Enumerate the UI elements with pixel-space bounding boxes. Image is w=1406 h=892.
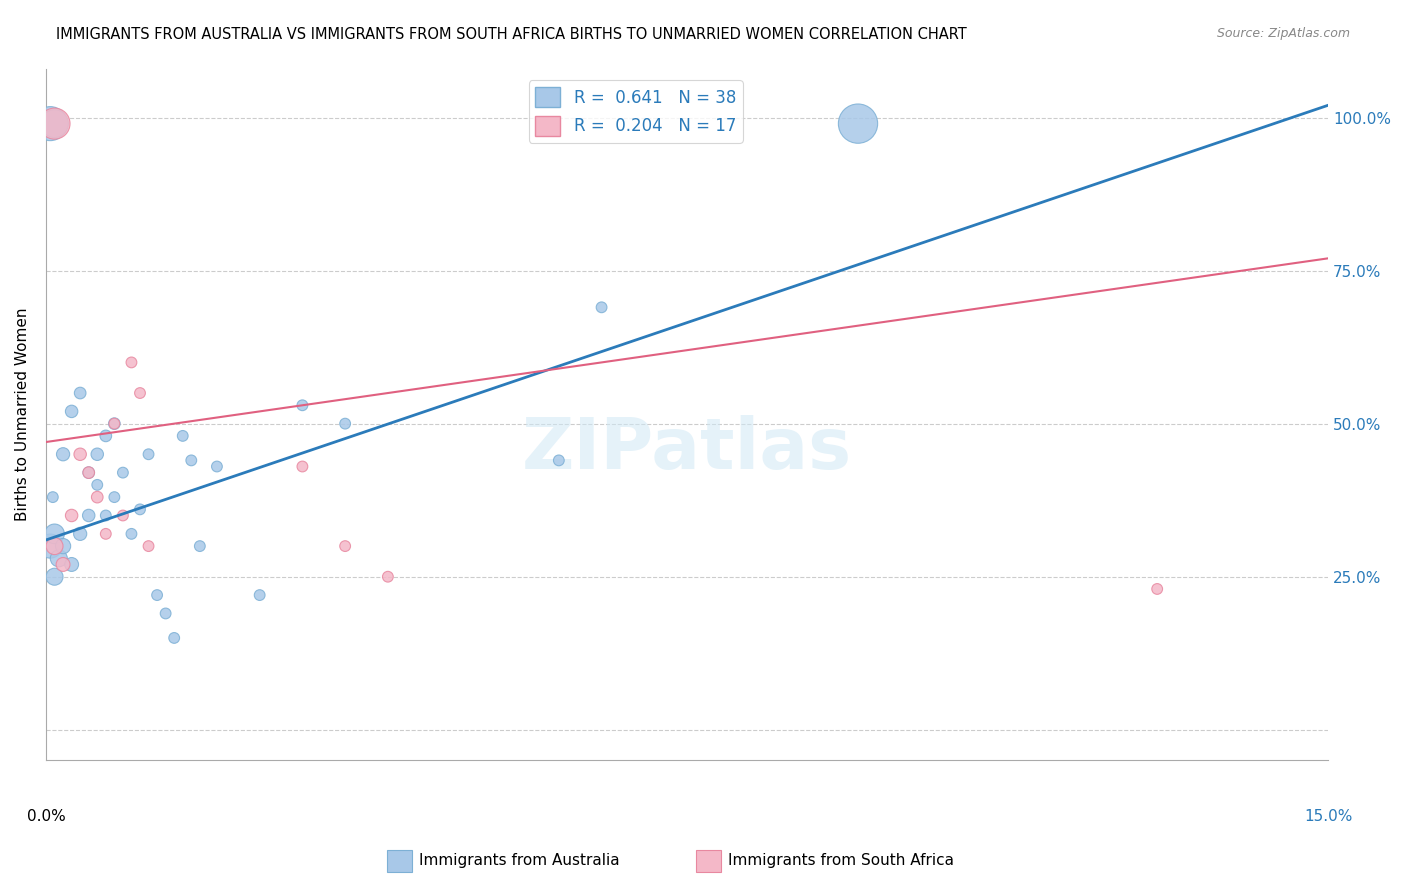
Point <box>44 117 66 131</box>
Point <box>44 117 66 131</box>
Point <box>94 508 117 523</box>
Text: 15.0%: 15.0% <box>1303 809 1353 824</box>
Point <box>44 526 66 541</box>
Point <box>172 429 194 443</box>
Point <box>111 508 134 523</box>
Point <box>77 466 100 480</box>
Text: Immigrants from Australia: Immigrants from Australia <box>419 854 620 868</box>
Point <box>205 459 228 474</box>
Point <box>44 570 66 584</box>
Point <box>129 386 152 401</box>
Point <box>103 417 125 431</box>
Point <box>69 526 91 541</box>
Point <box>163 631 186 645</box>
Point <box>77 466 100 480</box>
Point <box>120 355 142 369</box>
Point <box>86 478 108 492</box>
Point <box>155 607 177 621</box>
Text: 0.0%: 0.0% <box>27 809 65 824</box>
Point <box>146 588 169 602</box>
Point <box>60 404 83 418</box>
Point <box>138 539 160 553</box>
Point <box>333 539 356 553</box>
Point <box>846 117 869 131</box>
Text: Immigrants from South Africa: Immigrants from South Africa <box>728 854 955 868</box>
Point <box>60 508 83 523</box>
Point <box>94 429 117 443</box>
Y-axis label: Births to Unmarried Women: Births to Unmarried Women <box>15 308 30 521</box>
Point <box>86 447 108 461</box>
Point <box>333 417 356 431</box>
Point <box>52 539 75 553</box>
Point <box>48 551 70 566</box>
Point <box>86 490 108 504</box>
Point <box>547 453 569 467</box>
Point <box>39 539 62 553</box>
Point <box>77 508 100 523</box>
Point <box>52 558 75 572</box>
Point <box>120 526 142 541</box>
Point <box>291 459 314 474</box>
Point <box>39 117 62 131</box>
Text: ZIPatlas: ZIPatlas <box>522 415 852 483</box>
Point <box>44 539 66 553</box>
Point <box>103 417 125 431</box>
Point <box>111 466 134 480</box>
Point <box>60 558 83 572</box>
Point <box>42 490 65 504</box>
Point <box>69 386 91 401</box>
Point <box>138 447 160 461</box>
Point <box>188 539 211 553</box>
Point <box>1146 582 1168 596</box>
Point <box>94 526 117 541</box>
Point <box>69 447 91 461</box>
Point <box>180 453 202 467</box>
Point <box>52 447 75 461</box>
Text: Source: ZipAtlas.com: Source: ZipAtlas.com <box>1216 27 1350 40</box>
Text: IMMIGRANTS FROM AUSTRALIA VS IMMIGRANTS FROM SOUTH AFRICA BIRTHS TO UNMARRIED WO: IMMIGRANTS FROM AUSTRALIA VS IMMIGRANTS … <box>56 27 967 42</box>
Point <box>249 588 271 602</box>
Point <box>103 490 125 504</box>
Point <box>129 502 152 516</box>
Point <box>291 398 314 412</box>
Point <box>377 570 399 584</box>
Legend: R =  0.641   N = 38, R =  0.204   N = 17: R = 0.641 N = 38, R = 0.204 N = 17 <box>529 80 742 143</box>
Point <box>591 301 613 315</box>
